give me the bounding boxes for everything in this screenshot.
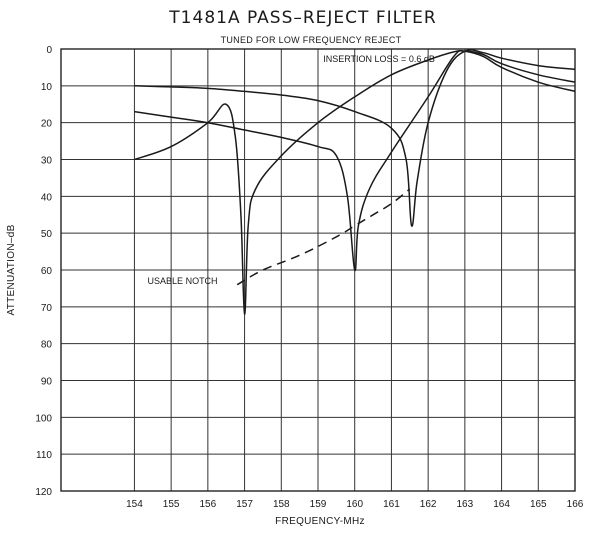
y-tick-label: 70 [41,303,53,314]
x-axis-label: FREQUENCY-MHz [275,516,365,527]
filter-response-curve-2 [134,50,576,271]
annotations: INSERTION LOSS = 0.6 dB USABLE NOTCH [148,54,435,286]
x-tick-label: 158 [273,499,290,510]
x-tick-label: 154 [126,499,143,510]
x-tick-label: 160 [346,499,363,510]
plot-frame [60,48,576,492]
filter-response-curve-3 [134,49,576,227]
y-axis-label: ATTENUATION–dB [6,224,17,315]
x-tick-label: 157 [236,499,253,510]
y-tick-label: 110 [36,450,52,461]
chart-subtitle: TUNED FOR LOW FREQUENCY REJECT [221,35,402,45]
y-tick-label: 20 [41,119,53,130]
x-tick-label: 164 [493,499,510,510]
x-tick-label: 161 [383,499,400,510]
series-layer [134,49,576,315]
x-tick-label: 162 [420,499,437,510]
y-tick-label: 60 [41,266,53,277]
y-tick-label: 10 [41,82,53,93]
x-tick-label: 155 [163,499,180,510]
usable-notch-line [236,188,411,286]
y-tick-label: 50 [41,229,53,240]
y-tick-label: 0 [46,45,52,56]
usable-notch-annotation: USABLE NOTCH [148,276,218,286]
y-tick-label: 40 [41,192,53,203]
tick-labels: 0 10 20 30 40 50 60 70 80 90 100 110 120 154 155 156 157… [35,45,583,510]
x-tick-label: 166 [567,499,584,510]
x-tick-label: 165 [530,499,547,510]
y-tick-label: 90 [41,377,53,388]
y-tick-label: 100 [35,413,52,424]
y-tick-label: 80 [41,340,53,351]
insertion-loss-annotation: INSERTION LOSS = 0.6 dB [323,54,435,64]
grid [60,48,576,492]
x-tick-label: 159 [310,499,327,510]
x-tick-label: 156 [200,499,217,510]
filter-response-curve-1 [134,49,576,315]
y-tick-label: 30 [41,156,53,167]
chart-title: T1481A PASS–REJECT FILTER [168,8,436,28]
y-tick-label: 120 [35,487,52,498]
x-tick-label: 163 [457,499,474,510]
